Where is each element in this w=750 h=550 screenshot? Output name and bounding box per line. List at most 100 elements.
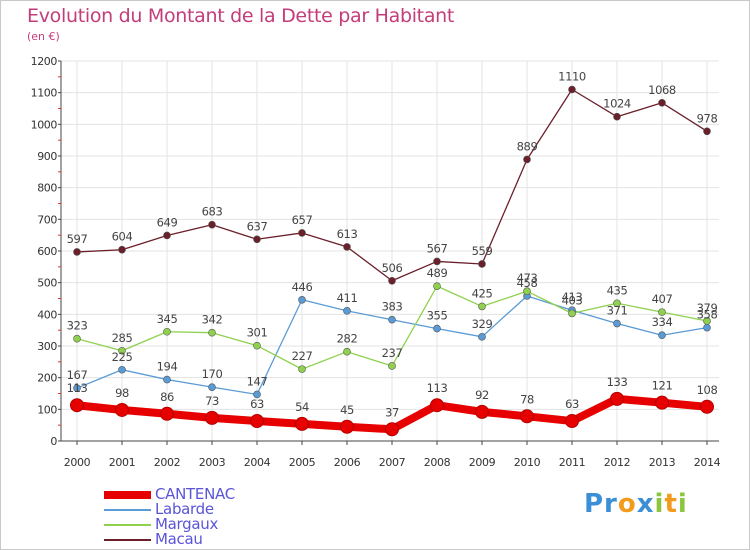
- data-label: 334: [652, 315, 673, 329]
- data-label: 358: [697, 308, 718, 322]
- y-tick-label: 400: [37, 308, 57, 321]
- x-tick-label: 2014: [694, 456, 721, 469]
- data-label: 489: [427, 266, 448, 280]
- data-point: [340, 419, 354, 434]
- data-point: [703, 323, 711, 332]
- data-point: [250, 414, 264, 429]
- data-point: [343, 243, 351, 251]
- data-point: [163, 375, 171, 384]
- data-point: [433, 324, 441, 333]
- data-point: [610, 391, 624, 406]
- data-label: 435: [607, 283, 628, 297]
- data-label: 604: [112, 230, 133, 244]
- data-point: [343, 347, 351, 356]
- data-label: 613: [337, 227, 358, 241]
- y-tick-label: 1100: [31, 87, 58, 100]
- data-label: 383: [382, 300, 403, 314]
- x-tick-label: 2005: [289, 456, 316, 469]
- data-label: 282: [337, 332, 358, 346]
- data-point: [658, 308, 666, 316]
- data-label: 1024: [603, 97, 631, 111]
- data-point: [253, 390, 261, 399]
- data-label: 889: [517, 139, 538, 153]
- data-point: [163, 231, 171, 240]
- data-point: [475, 404, 489, 419]
- data-label: 683: [202, 205, 223, 219]
- data-label: 379: [697, 301, 718, 315]
- data-label: 1068: [648, 83, 676, 97]
- legend-label-margaux: Margaux: [155, 515, 219, 533]
- y-tick-label: 700: [37, 213, 57, 226]
- data-point: [205, 410, 219, 425]
- data-point: [70, 398, 84, 413]
- data-point: [253, 235, 261, 244]
- data-label: 170: [202, 367, 223, 381]
- data-label: 237: [382, 346, 403, 360]
- data-point: [700, 399, 714, 414]
- data-point: [73, 334, 81, 343]
- proxiti-logo: Proxiti: [584, 489, 688, 519]
- data-label: 227: [292, 349, 313, 363]
- data-point: [73, 384, 81, 392]
- data-point: [295, 416, 309, 431]
- data-label: 597: [67, 232, 88, 246]
- data-label: 657: [292, 213, 313, 227]
- x-tick-label: 2011: [559, 456, 585, 469]
- y-tick-label: 200: [37, 372, 57, 385]
- data-point: [115, 402, 129, 417]
- data-label: 54: [295, 400, 309, 414]
- data-point: [520, 409, 534, 424]
- data-point: [388, 315, 396, 324]
- x-tick-label: 2007: [379, 456, 406, 469]
- data-point: [388, 362, 396, 370]
- data-point: [253, 341, 261, 350]
- data-point: [565, 414, 579, 429]
- data-label: 473: [517, 271, 538, 285]
- data-point: [298, 295, 306, 304]
- data-label: 323: [67, 319, 88, 333]
- legend-label-labarde: Labarde: [155, 500, 214, 518]
- data-label: 78: [520, 392, 534, 406]
- data-point: [343, 307, 351, 315]
- data-point: [613, 319, 621, 328]
- y-tick-label: 800: [37, 182, 57, 195]
- data-point: [208, 328, 216, 337]
- data-point: [118, 346, 126, 355]
- x-tick-label: 2001: [109, 456, 135, 469]
- data-point: [118, 365, 126, 374]
- data-label: 108: [697, 383, 718, 397]
- data-label: 637: [247, 219, 268, 233]
- y-tick-label: 100: [37, 403, 57, 416]
- data-label: 458: [517, 276, 538, 290]
- data-label: 403: [562, 293, 583, 307]
- data-label: 167: [67, 368, 88, 382]
- data-label: 63: [565, 397, 579, 411]
- data-point: [613, 112, 621, 121]
- x-tick-label: 2008: [424, 456, 451, 469]
- legend-label-cantenac: CANTENAC: [155, 485, 235, 503]
- data-point: [433, 257, 441, 266]
- data-point: [118, 245, 126, 254]
- data-label: 45: [340, 403, 354, 417]
- data-point: [478, 302, 486, 311]
- data-point: [208, 383, 216, 391]
- data-label: 113: [67, 381, 88, 395]
- data-label: 345: [157, 312, 178, 326]
- x-tick-label: 2000: [64, 456, 91, 469]
- data-label: 121: [652, 379, 673, 393]
- data-label: 407: [652, 292, 673, 306]
- data-point: [430, 398, 444, 413]
- data-point: [160, 406, 174, 421]
- data-point: [433, 282, 441, 290]
- data-label: 1110: [558, 70, 586, 84]
- data-point: [568, 85, 576, 94]
- data-point: [163, 327, 171, 336]
- data-label: 342: [202, 313, 223, 327]
- data-point: [478, 260, 486, 268]
- data-label: 446: [292, 280, 313, 294]
- data-label: 413: [562, 290, 583, 304]
- data-label: 225: [112, 350, 133, 364]
- y-tick-label: 600: [37, 245, 57, 258]
